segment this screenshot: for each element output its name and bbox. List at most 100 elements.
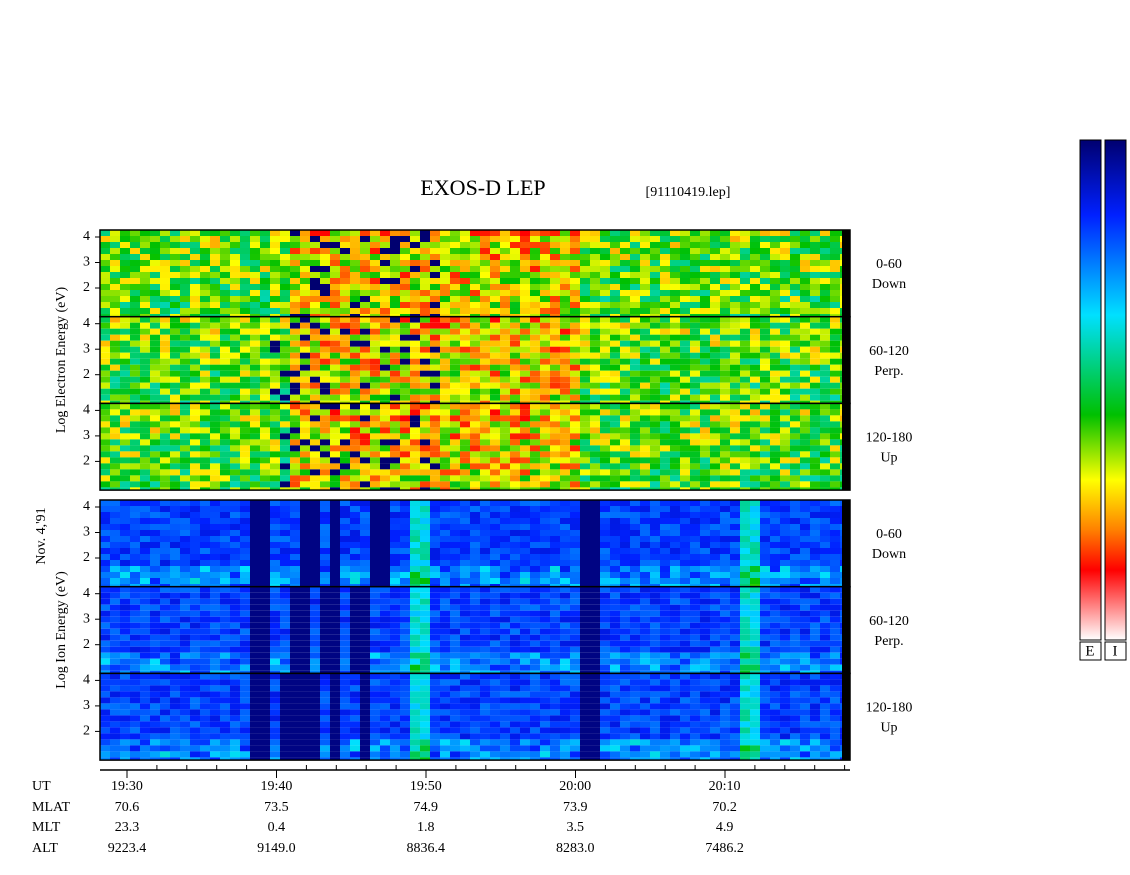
spectrogram-cell (750, 560, 760, 566)
spectrogram-cell (690, 352, 700, 359)
spectrogram-cell (400, 445, 410, 452)
spectrogram-cell (340, 652, 350, 659)
spectrogram-cell (300, 572, 310, 578)
spectrogram-cell (460, 272, 470, 278)
spectrogram-cell (640, 512, 650, 518)
spectrogram-cell (170, 334, 180, 341)
spectrogram-cell (370, 566, 380, 572)
spectrogram-cell (610, 400, 620, 404)
spectrogram-cell (650, 463, 660, 470)
spectrogram-cell (720, 400, 730, 404)
spectrogram-cell (540, 578, 550, 584)
spectrogram-cell (580, 278, 590, 284)
spectrogram-cell (210, 394, 220, 401)
spectrogram-cell (380, 634, 390, 641)
spectrogram-cell (650, 400, 660, 404)
spectrogram-cell (450, 400, 460, 404)
spectrogram-cell (340, 316, 350, 323)
spectrogram-cell (780, 463, 790, 470)
spectrogram-cell (290, 628, 300, 635)
spectrogram-cell (230, 670, 240, 674)
spectrogram-cell (180, 266, 190, 272)
spectrogram-cell (480, 352, 490, 359)
spectrogram-cell (160, 409, 170, 416)
spectrogram-cell (320, 548, 330, 554)
spectrogram-cell (630, 242, 640, 248)
spectrogram-cell (130, 469, 140, 476)
spectrogram-cell (160, 475, 170, 482)
spectrogram-cell (120, 334, 130, 341)
spectrogram-cell (650, 230, 660, 236)
spectrogram-cell (130, 421, 140, 428)
spectrogram-cell (830, 248, 840, 254)
spectrogram-cell (700, 403, 710, 410)
spectrogram-cell (320, 652, 330, 659)
spectrogram-cell (390, 409, 400, 416)
spectrogram-cell (410, 634, 420, 641)
spectrogram-cell (650, 316, 660, 323)
spectrogram-cell (350, 554, 360, 560)
spectrogram-cell (280, 308, 290, 314)
spectrogram-cell (370, 463, 380, 470)
spectrogram-cell (540, 566, 550, 572)
spectrogram-cell (730, 554, 740, 560)
spectrogram-cell (520, 463, 530, 470)
spectrogram-cell (550, 506, 560, 512)
spectrogram-cell (540, 334, 550, 341)
spectrogram-cell (560, 358, 570, 365)
spectrogram-cell (500, 512, 510, 518)
spectrogram-cell (660, 388, 670, 395)
spectrogram-cell (760, 542, 770, 548)
spectrogram-cell (270, 254, 280, 260)
spectrogram-cell (530, 566, 540, 572)
spectrogram-cell (780, 451, 790, 458)
spectrogram-cell (380, 652, 390, 659)
spectrogram-cell (490, 346, 500, 353)
spectrogram-cell (470, 433, 480, 440)
spectrogram-cell (720, 560, 730, 566)
spectrogram-cell (810, 296, 820, 302)
spectrogram-cell (760, 316, 770, 323)
spectrogram-cell (440, 542, 450, 548)
spectrogram-cell (700, 536, 710, 542)
spectrogram-cell (410, 548, 420, 554)
spectrogram-cell (630, 388, 640, 395)
spectrogram-cell (160, 382, 170, 389)
spectrogram-cell (470, 500, 480, 506)
spectrogram-cell (250, 316, 260, 323)
spectrogram-cell (800, 290, 810, 296)
spectrogram-cell (730, 457, 740, 464)
spectrogram-cell (790, 421, 800, 428)
spectrogram-cell (390, 542, 400, 548)
spectrogram-cell (690, 242, 700, 248)
spectrogram-cell (820, 560, 830, 566)
spectrogram-cell (340, 566, 350, 572)
spectrogram-cell (520, 382, 530, 389)
spectrogram-cell (270, 266, 280, 272)
spectrogram-cell (160, 640, 170, 647)
spectrogram-cell (780, 284, 790, 290)
spectrogram-cell (210, 616, 220, 623)
spectrogram-cell (480, 542, 490, 548)
spectrogram-cell (440, 421, 450, 428)
spectrogram-cell (260, 640, 270, 647)
spectrogram-cell (390, 457, 400, 464)
spectrogram-cell (630, 328, 640, 335)
spectrogram-cell (350, 451, 360, 458)
spectrogram-cell (390, 578, 400, 584)
spectrogram-cell (330, 314, 340, 317)
spectrogram-cell (140, 469, 150, 476)
spectrogram-cell (270, 500, 280, 506)
spectrogram-cell (110, 230, 120, 236)
spectrogram-cell (510, 524, 520, 530)
spectrogram-cell (270, 548, 280, 554)
spectrogram-cell (590, 334, 600, 341)
spectrogram-cell (290, 433, 300, 440)
spectrogram-cell (620, 548, 630, 554)
spectrogram-cell (700, 542, 710, 548)
spectrogram-cell (430, 487, 440, 491)
spectrogram-cell (400, 604, 410, 611)
spectrogram-cell (140, 664, 150, 671)
spectrogram-cell (550, 584, 560, 587)
spectrogram-cell (380, 524, 390, 530)
